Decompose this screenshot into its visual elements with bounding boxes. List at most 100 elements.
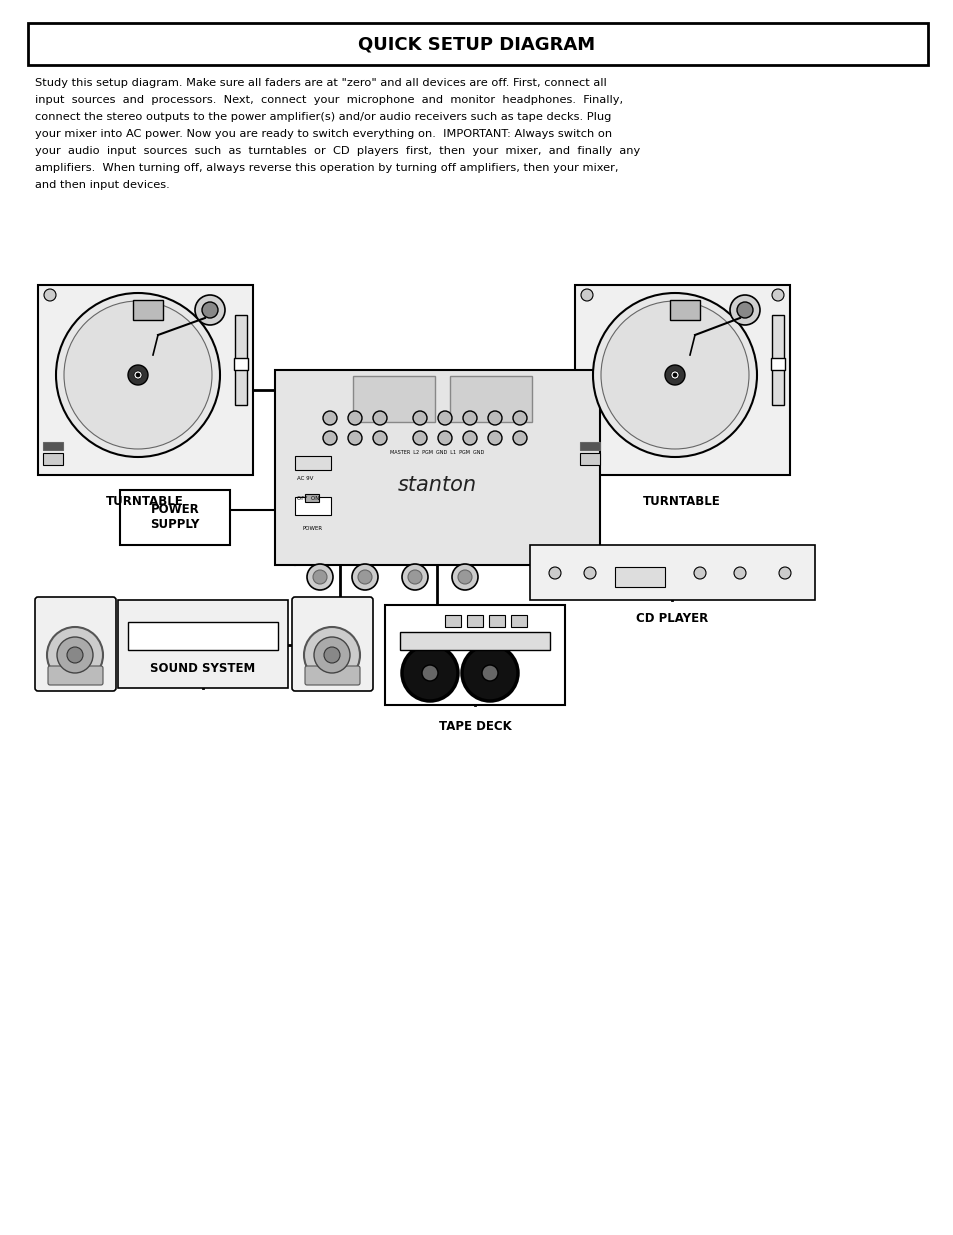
Bar (274, 370, 599, 564)
Bar (120, 490, 230, 545)
Bar (294, 496, 331, 515)
Text: and then input devices.: and then input devices. (35, 180, 170, 190)
Text: Study this setup diagram. Make sure all faders are at "zero" and all devices are: Study this setup diagram. Make sure all … (35, 78, 606, 88)
Circle shape (583, 567, 596, 579)
Circle shape (304, 627, 359, 683)
Text: OFF  ON: OFF ON (296, 495, 319, 500)
FancyBboxPatch shape (305, 666, 359, 685)
Bar (770, 358, 784, 370)
Circle shape (373, 431, 387, 445)
Text: QUICK SETUP DIAGRAM: QUICK SETUP DIAGRAM (358, 35, 595, 53)
Bar (771, 315, 783, 405)
Text: stanton: stanton (397, 475, 476, 495)
Circle shape (513, 411, 526, 425)
Text: TURNTABLE: TURNTABLE (642, 495, 720, 508)
Circle shape (421, 664, 437, 680)
Circle shape (401, 645, 457, 701)
Bar (575, 285, 789, 475)
Circle shape (600, 301, 748, 450)
Bar (43, 453, 63, 466)
Bar (353, 375, 435, 422)
Circle shape (323, 431, 336, 445)
Circle shape (47, 627, 103, 683)
Circle shape (348, 411, 361, 425)
Circle shape (779, 567, 790, 579)
Circle shape (133, 370, 142, 379)
Circle shape (729, 295, 760, 325)
Circle shape (664, 366, 684, 385)
Circle shape (373, 411, 387, 425)
Circle shape (462, 411, 476, 425)
Bar (530, 545, 814, 600)
FancyBboxPatch shape (35, 597, 116, 692)
Circle shape (437, 431, 452, 445)
Bar (305, 494, 318, 501)
Circle shape (307, 564, 333, 590)
Circle shape (437, 411, 452, 425)
Circle shape (202, 303, 218, 317)
Circle shape (323, 411, 336, 425)
Text: POWER
SUPPLY: POWER SUPPLY (151, 503, 199, 531)
Text: your  audio  input  sources  such  as  turntables  or  CD  players  first,  then: your audio input sources such as turntab… (35, 146, 639, 156)
Bar (669, 300, 700, 320)
Text: CD PLAYER: CD PLAYER (636, 613, 707, 625)
Circle shape (488, 411, 501, 425)
Bar (450, 375, 532, 422)
Circle shape (67, 647, 83, 663)
Circle shape (136, 373, 140, 377)
Circle shape (56, 293, 220, 457)
Bar (579, 453, 599, 466)
Circle shape (693, 567, 705, 579)
Circle shape (670, 370, 679, 379)
Circle shape (57, 637, 92, 673)
Text: TAPE DECK: TAPE DECK (438, 720, 511, 734)
Text: POWER: POWER (303, 526, 323, 531)
Circle shape (481, 664, 497, 680)
FancyBboxPatch shape (292, 597, 373, 692)
Text: input  sources  and  processors.  Next,  connect  your  microphone  and  monitor: input sources and processors. Next, conn… (35, 95, 622, 105)
Bar (38, 285, 253, 475)
Circle shape (672, 373, 677, 377)
Circle shape (548, 567, 560, 579)
Circle shape (44, 289, 56, 301)
Circle shape (64, 301, 212, 450)
Circle shape (128, 366, 148, 385)
Circle shape (413, 431, 427, 445)
Circle shape (348, 431, 361, 445)
Bar (511, 615, 526, 627)
Bar (399, 632, 550, 650)
Circle shape (488, 431, 501, 445)
Circle shape (401, 564, 428, 590)
Text: AC 9V: AC 9V (296, 475, 313, 480)
Circle shape (413, 411, 427, 425)
Circle shape (452, 564, 477, 590)
Circle shape (194, 295, 225, 325)
Circle shape (513, 431, 526, 445)
Circle shape (357, 571, 372, 584)
Text: MASTER  L2  PGM  GND  L1  PGM  GND: MASTER L2 PGM GND L1 PGM GND (390, 450, 483, 454)
Bar (489, 615, 504, 627)
Circle shape (593, 293, 757, 457)
Bar (385, 605, 564, 705)
Bar (28, 23, 927, 65)
Circle shape (314, 637, 350, 673)
Bar (43, 442, 63, 450)
Bar (233, 358, 248, 370)
Bar (294, 456, 331, 471)
Circle shape (737, 303, 752, 317)
Circle shape (313, 571, 327, 584)
Bar (615, 567, 664, 587)
Bar (579, 442, 599, 450)
Bar (118, 600, 288, 688)
Circle shape (408, 571, 421, 584)
Text: amplifiers.  When turning off, always reverse this operation by turning off ampl: amplifiers. When turning off, always rev… (35, 163, 618, 173)
Bar (467, 615, 482, 627)
Circle shape (462, 431, 476, 445)
Circle shape (352, 564, 377, 590)
Circle shape (457, 571, 472, 584)
Circle shape (580, 289, 593, 301)
Bar (444, 615, 460, 627)
Text: your mixer into AC power. Now you are ready to switch everything on.  IMPORTANT:: your mixer into AC power. Now you are re… (35, 128, 612, 140)
Text: SOUND SYSTEM: SOUND SYSTEM (151, 662, 255, 674)
Text: TURNTABLE: TURNTABLE (106, 495, 184, 508)
